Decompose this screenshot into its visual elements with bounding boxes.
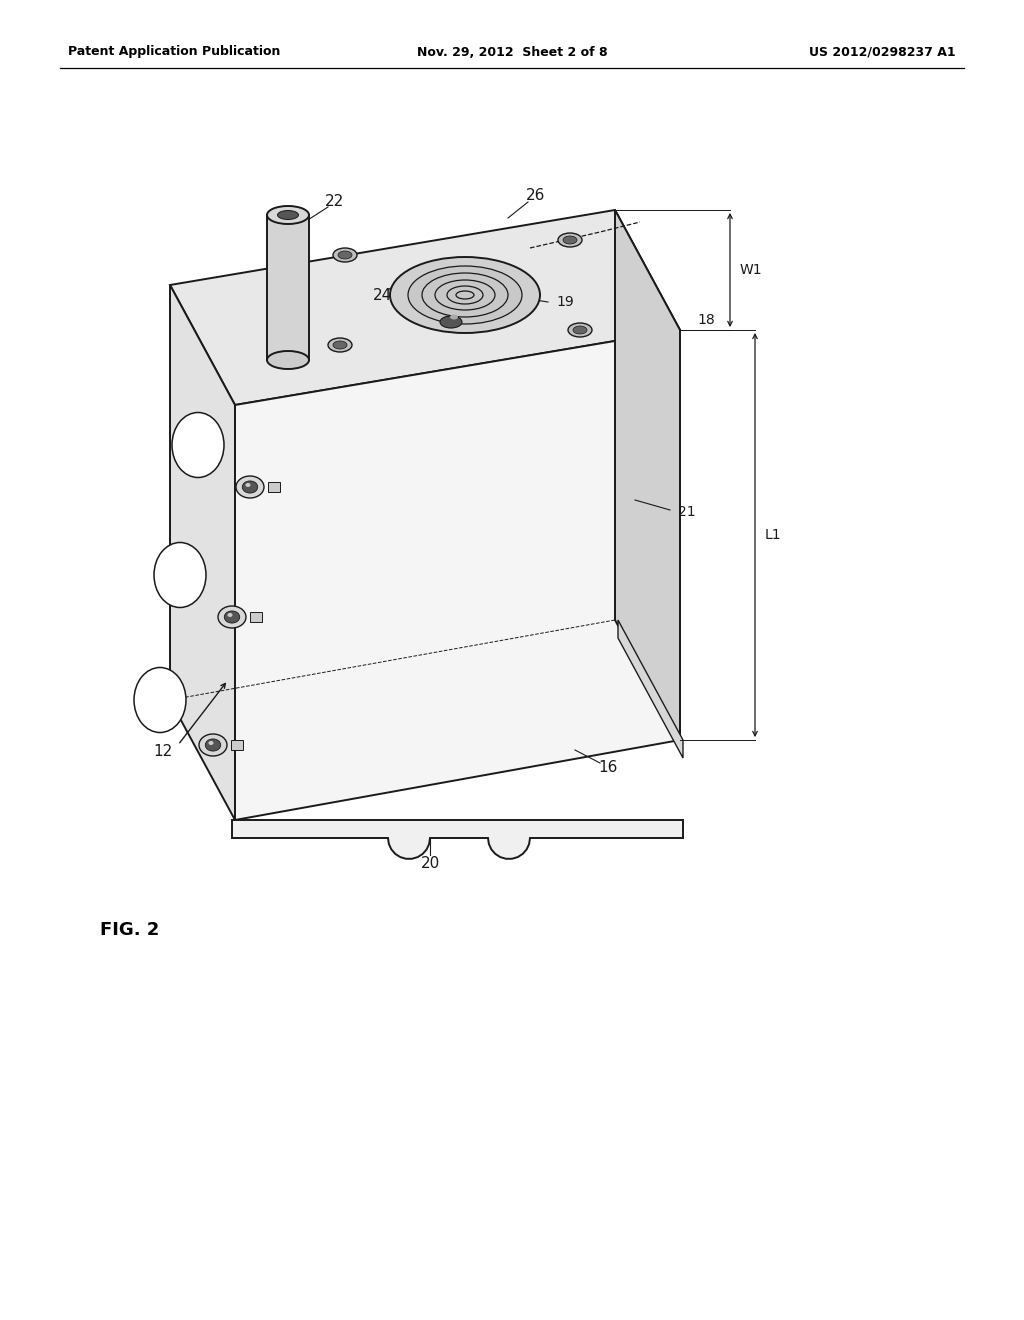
Ellipse shape [172,412,224,478]
Polygon shape [250,612,262,622]
Ellipse shape [573,326,587,334]
Text: 20: 20 [421,855,439,870]
Ellipse shape [218,606,246,628]
Polygon shape [618,620,683,758]
Polygon shape [615,210,680,741]
Polygon shape [231,741,243,750]
Text: 18: 18 [697,313,715,327]
Ellipse shape [246,483,251,487]
Ellipse shape [450,314,458,319]
Text: L1: L1 [765,528,781,543]
Text: 21: 21 [678,506,695,519]
Text: US 2012/0298237 A1: US 2012/0298237 A1 [809,45,956,58]
Ellipse shape [278,210,299,219]
Ellipse shape [205,739,221,751]
Ellipse shape [563,236,577,244]
Ellipse shape [134,668,186,733]
Ellipse shape [568,323,592,337]
Text: 24: 24 [373,289,391,304]
Ellipse shape [199,734,227,756]
Ellipse shape [154,543,206,607]
Ellipse shape [408,267,522,323]
Ellipse shape [558,234,582,247]
Polygon shape [170,285,234,820]
Ellipse shape [267,206,309,224]
Ellipse shape [440,315,462,327]
Ellipse shape [224,611,240,623]
Text: 26: 26 [526,189,546,203]
Ellipse shape [333,341,347,348]
Ellipse shape [227,612,232,616]
Text: 22: 22 [326,194,345,210]
Ellipse shape [209,741,213,744]
Ellipse shape [243,480,258,494]
Text: 16: 16 [598,760,617,776]
Text: FIG. 2: FIG. 2 [100,921,160,939]
Polygon shape [232,820,683,859]
Text: W1: W1 [740,263,763,277]
Text: Nov. 29, 2012  Sheet 2 of 8: Nov. 29, 2012 Sheet 2 of 8 [417,45,607,58]
Ellipse shape [328,338,352,352]
Ellipse shape [267,351,309,370]
Polygon shape [268,482,280,492]
Text: 19: 19 [556,294,573,309]
Polygon shape [234,330,680,820]
Text: 12: 12 [154,744,173,759]
Ellipse shape [236,477,264,498]
Polygon shape [267,215,309,360]
Ellipse shape [390,257,540,333]
Ellipse shape [333,248,357,261]
Polygon shape [170,210,680,405]
Text: Patent Application Publication: Patent Application Publication [68,45,281,58]
Ellipse shape [338,251,352,259]
